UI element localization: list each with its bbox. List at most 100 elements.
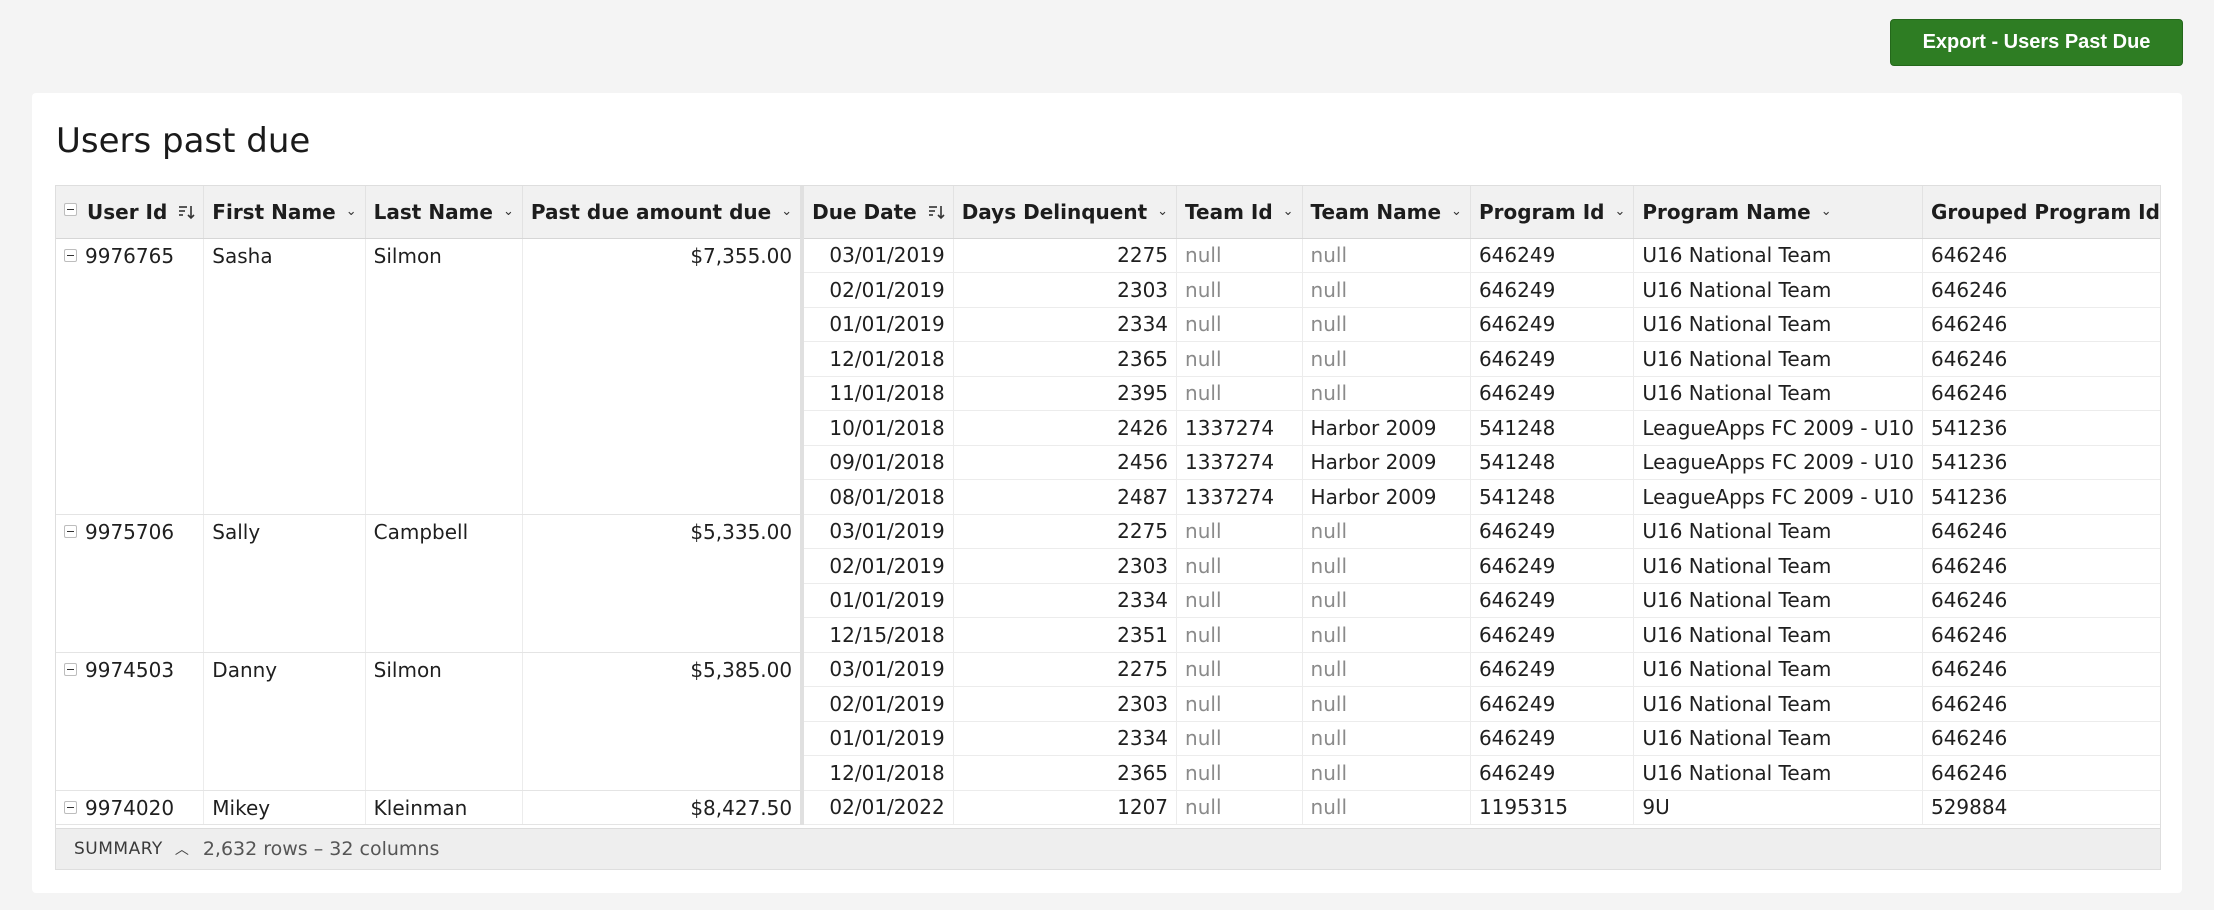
cell-team-name: null [1302, 307, 1471, 342]
sort-ascending-icon[interactable] [177, 203, 195, 221]
table-row[interactable]: 02/01/2019 2303 null null 646249 U16 National… [56, 548, 2160, 584]
collapse-group-icon[interactable] [64, 800, 77, 814]
table-row[interactable]: 02/01/2019 2303 null null 646249 U16 National… [56, 686, 2160, 722]
cell-due-date: 02/01/2019 [802, 548, 954, 584]
cell-days-delinquent: 2456 [953, 445, 1178, 480]
cell-last-name-value: Silmon [373, 243, 442, 268]
chevron-down-icon[interactable]: ⌄ [1614, 204, 1626, 220]
table-row[interactable]: 9974020 Mikey Kleinman $8,427.50 02/01/2022 1… [56, 790, 2160, 825]
column-header-program-id[interactable]: Program Id ⌄ [1470, 186, 1635, 239]
cell-program-name: U16 National Team [1633, 652, 1923, 687]
chevron-down-icon[interactable]: ⌄ [1157, 204, 1169, 220]
export-users-past-due-button[interactable]: Export - Users Past Due [1890, 19, 2183, 66]
cell-first-name: Sasha [203, 238, 366, 515]
cell-team-id: null [1176, 376, 1303, 411]
cell-team-name: null [1302, 376, 1471, 411]
cell-grouped-program-id: 646246 [1922, 548, 2160, 584]
cell-user-id-value: 9975706 [85, 519, 175, 544]
cell-user-id-value: 9974020 [85, 795, 175, 820]
column-header-label: Past due amount due [530, 199, 772, 224]
column-header-team-id[interactable]: Team Id ⌄ [1176, 186, 1303, 239]
cell-first-name-value: Sasha [212, 243, 273, 268]
cell-grouped-program-id: 646246 [1922, 755, 2160, 791]
column-header-last-name[interactable]: Last Name ⌄ [365, 186, 523, 239]
table-row[interactable]: 08/01/2018 2487 1337274 Harbor 2009 541248 Le… [56, 479, 2160, 515]
cell-last-name-value: Silmon [373, 657, 442, 682]
column-header-label: Team Name [1310, 199, 1442, 224]
cell-program-name: U16 National Team [1633, 583, 1923, 618]
cell-user-id-value: 9976765 [85, 243, 175, 268]
table-row[interactable]: 01/01/2019 2334 null null 646249 U16 National… [56, 583, 2160, 618]
cell-grouped-program-id: 646246 [1922, 514, 2160, 549]
summary-bar[interactable]: SUMMARY ︿ 2,632 rows – 32 columns [56, 828, 2160, 869]
cell-due-date: 02/01/2019 [802, 272, 954, 308]
cell-grouped-program-id: 646246 [1922, 583, 2160, 618]
cell-grouped-program-id: 646246 [1922, 341, 2160, 377]
table-row[interactable]: 12/01/2018 2365 null null 646249 U16 National… [56, 755, 2160, 791]
cell-days-delinquent: 2303 [953, 686, 1178, 722]
chevron-down-icon[interactable]: ⌄ [1282, 204, 1294, 220]
cell-days-delinquent: 2303 [953, 548, 1178, 584]
chevron-down-icon[interactable]: ⌄ [345, 204, 357, 220]
cell-team-id: null [1176, 790, 1303, 825]
column-header-grouped-program-id[interactable]: Grouped Program Id⌄ [1922, 186, 2160, 239]
cell-program-id: 1195315 [1470, 790, 1635, 825]
table-row[interactable]: 12/15/2018 2351 null null 646249 U16 National… [56, 617, 2160, 653]
column-header-user-id[interactable]: User Id [56, 186, 205, 239]
cell-program-name: U16 National Team [1633, 755, 1923, 791]
cell-team-name: null [1302, 721, 1471, 756]
cell-user-id: 9975706 [56, 514, 205, 653]
column-header-label: Program Name [1642, 199, 1811, 224]
cell-program-id: 646249 [1470, 341, 1635, 377]
cell-program-id: 541248 [1470, 410, 1635, 446]
column-header-team-name[interactable]: Team Name ⌄ [1302, 186, 1471, 239]
table-row[interactable]: 9975706 Sally Campbell $5,335.00 03/01/2019 2… [56, 514, 2160, 653]
cell-days-delinquent: 2395 [953, 376, 1178, 411]
column-header-days-delinquent[interactable]: Days Delinquent ⌄ [953, 186, 1178, 239]
cell-days-delinquent: 2365 [953, 341, 1178, 377]
cell-due-date: 09/01/2018 [802, 445, 954, 480]
cell-team-name: null [1302, 238, 1471, 273]
cell-program-name: U16 National Team [1633, 548, 1923, 584]
cell-grouped-program-id: 646246 [1922, 307, 2160, 342]
cell-program-id: 646249 [1470, 652, 1635, 687]
table-row[interactable]: 02/01/2019 2303 null null 646249 U16 National… [56, 272, 2160, 308]
chevron-down-icon[interactable]: ⌄ [502, 204, 514, 220]
cell-program-id: 646249 [1470, 514, 1635, 549]
data-grid-body[interactable]: User Id First Name ⌄ Last Name ⌄ [56, 186, 2160, 828]
collapse-group-icon[interactable] [64, 524, 77, 538]
cell-past-due-amount-value: $5,335.00 [690, 519, 793, 544]
cell-days-delinquent: 2365 [953, 755, 1178, 791]
table-row[interactable]: 09/01/2018 2456 1337274 Harbor 2009 541248 Le… [56, 445, 2160, 480]
cell-due-date: 03/01/2019 [802, 238, 954, 273]
table-row[interactable]: 10/01/2018 2426 1337274 Harbor 2009 541248 Le… [56, 410, 2160, 446]
chevron-up-icon[interactable]: ︿ [174, 842, 189, 858]
cell-program-id: 541248 [1470, 479, 1635, 515]
collapse-group-icon[interactable] [64, 662, 77, 676]
collapse-group-icon[interactable] [64, 248, 77, 262]
cell-due-date: 01/01/2019 [802, 721, 954, 756]
table-row[interactable]: 9976765 Sasha Silmon $7,355.00 03/01/2019 227… [56, 238, 2160, 515]
sort-ascending-icon[interactable] [927, 203, 945, 221]
collapse-all-icon[interactable] [64, 203, 77, 217]
cell-team-name: null [1302, 686, 1471, 722]
table-row[interactable]: 01/01/2019 2334 null null 646249 U16 National… [56, 307, 2160, 342]
column-header-program-name[interactable]: Program Name ⌄ [1633, 186, 1923, 239]
table-row[interactable]: 9974503 Danny Silmon $5,385.00 03/01/2019 227… [56, 652, 2160, 791]
cell-team-id: null [1176, 548, 1303, 584]
cell-program-name: U16 National Team [1633, 617, 1923, 653]
cell-program-id: 646249 [1470, 548, 1635, 584]
table-row[interactable]: 11/01/2018 2395 null null 646249 U16 National… [56, 376, 2160, 411]
column-header-due-date[interactable]: Due Date [802, 186, 954, 239]
table-row[interactable]: 12/01/2018 2365 null null 646249 U16 National… [56, 341, 2160, 377]
cell-team-name: null [1302, 341, 1471, 377]
column-header-past-due-amount[interactable]: Past due amount due ⌄ [522, 186, 805, 239]
chevron-down-icon[interactable]: ⌄ [1451, 204, 1462, 220]
cell-first-name-value: Danny [212, 657, 278, 682]
cell-past-due-amount: $5,385.00 [522, 652, 805, 791]
chevron-down-icon[interactable]: ⌄ [781, 204, 793, 220]
cell-team-id: 1337274 [1176, 410, 1303, 446]
column-header-first-name[interactable]: First Name ⌄ [203, 186, 366, 239]
chevron-down-icon[interactable]: ⌄ [1820, 204, 1832, 220]
table-row[interactable]: 01/01/2019 2334 null null 646249 U16 National… [56, 721, 2160, 756]
